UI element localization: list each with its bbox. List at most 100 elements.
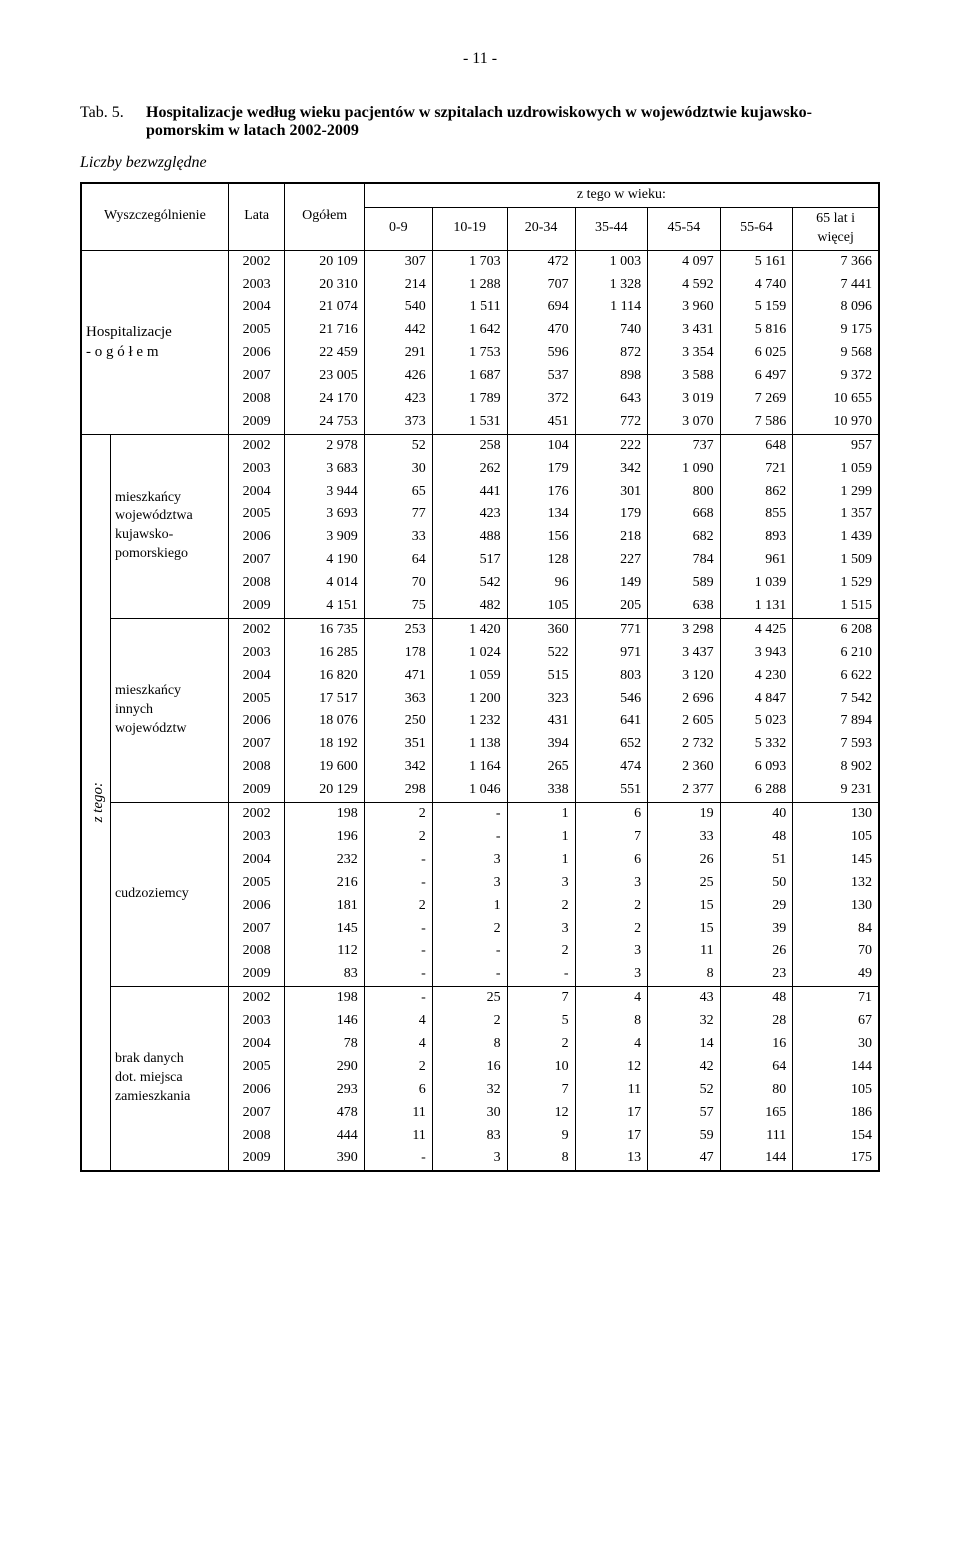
cell-val: 1 114 [575,296,648,319]
cell-val: 104 [507,434,575,457]
cell-val: 12 [507,1102,575,1125]
cell-year: 2003 [228,1010,285,1033]
cell-val: 30 [793,1033,879,1056]
cell-year: 2006 [228,526,285,549]
cell-val: 2 [364,895,432,918]
cell-val: 596 [507,342,575,365]
row-hdr-sub: mieszkańcywojewództwakujawsko-pomorskieg… [110,434,228,618]
cell-year: 2006 [228,1079,285,1102]
cell-val: - [364,987,432,1010]
cell-val: 130 [793,895,879,918]
cell-val: 214 [364,274,432,297]
row-hdr-hosp: Hospitalizacje - o g ó ł e m [81,250,228,434]
cell-val: 1 [507,849,575,872]
cell-total: 290 [285,1056,364,1079]
cell-total: 146 [285,1010,364,1033]
cell-val: - [432,940,507,963]
cell-val: 2 [575,895,648,918]
cell-val: 7 366 [793,250,879,273]
cell-val: 363 [364,688,432,711]
cell-year: 2008 [228,940,285,963]
cell-val: 64 [720,1056,793,1079]
cell-val: 4 [364,1010,432,1033]
cell-val: 2 [507,940,575,963]
cell-val: 6 025 [720,342,793,365]
cell-total: 4 151 [285,595,364,618]
cell-year: 2007 [228,549,285,572]
cell-total: 145 [285,918,364,941]
cell-val: 351 [364,733,432,756]
tab-title: Hospitalizacje według wieku pacjentów w … [146,104,846,140]
cell-val: 4 740 [720,274,793,297]
cell-val: 707 [507,274,575,297]
cell-val: 70 [793,940,879,963]
cell-year: 2005 [228,872,285,895]
cell-val: 426 [364,365,432,388]
table-caption: Tab. 5. Hospitalizacje według wieku pacj… [80,104,880,140]
cell-val: 11 [364,1125,432,1148]
cell-val: 1 531 [432,411,507,434]
cell-val: 9 231 [793,779,879,802]
cell-val: 1 024 [432,642,507,665]
cell-year: 2004 [228,481,285,504]
cell-val: 165 [720,1102,793,1125]
cell-total: 18 076 [285,710,364,733]
cell-val: 394 [507,733,575,756]
subtitle: Liczby bezwzględne [80,154,880,172]
cell-val: 9 568 [793,342,879,365]
cell-val: 1 090 [648,458,721,481]
cell-val: 470 [507,319,575,342]
cell-val: 52 [648,1079,721,1102]
cell-val: 262 [432,458,507,481]
cell-val: 10 970 [793,411,879,434]
cell-val: 2 377 [648,779,721,802]
cell-val: 28 [720,1010,793,1033]
cell-total: 83 [285,963,364,986]
cell-val: 6 288 [720,779,793,802]
cell-val: 42 [648,1056,721,1079]
cell-val: 551 [575,779,648,802]
cell-val: 2 732 [648,733,721,756]
cell-total: 232 [285,849,364,872]
cell-val: 3 120 [648,665,721,688]
cell-val: 3 070 [648,411,721,434]
cell-val: 80 [720,1079,793,1102]
cell-val: 144 [720,1147,793,1171]
cell-val: 30 [364,458,432,481]
cell-val: 2 [364,1056,432,1079]
cell-val: 737 [648,434,721,457]
cell-val: 48 [720,987,793,1010]
cell-val: 648 [720,434,793,457]
cell-val: 7 [507,987,575,1010]
cell-val: 26 [720,940,793,963]
cell-val: 3 [575,940,648,963]
cell-val: 50 [720,872,793,895]
cell-year: 2009 [228,411,285,434]
cell-val: 149 [575,572,648,595]
cell-val: 1 [507,826,575,849]
cell-val: 39 [720,918,793,941]
cell-val: 542 [432,572,507,595]
cell-val: 7 [575,826,648,849]
cell-val: 71 [793,987,879,1010]
cell-val: 6 208 [793,618,879,641]
cell-val: 694 [507,296,575,319]
cell-val: 4 847 [720,688,793,711]
cell-val: 5 816 [720,319,793,342]
cell-val: 10 655 [793,388,879,411]
cell-total: 20 129 [285,779,364,802]
cell-val: 893 [720,526,793,549]
cell-total: 20 310 [285,274,364,297]
cell-val: 29 [720,895,793,918]
cell-val: 800 [648,481,721,504]
cell-val: 961 [720,549,793,572]
cell-val: 2 [507,895,575,918]
cell-val: 1 687 [432,365,507,388]
cell-val: 442 [364,319,432,342]
cell-val: 2 [364,826,432,849]
cell-val: 154 [793,1125,879,1148]
cell-total: 3 944 [285,481,364,504]
table-row: mieszkańcyinnychwojewództw200216 7352531… [81,618,879,641]
col-ogolem: Ogółem [285,183,364,250]
cell-year: 2008 [228,756,285,779]
